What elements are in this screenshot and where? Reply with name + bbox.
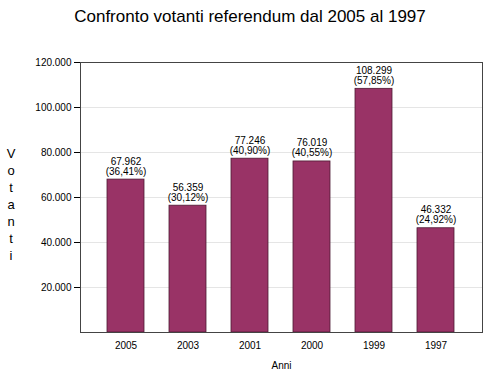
svg-text:Anni: Anni xyxy=(271,360,291,371)
svg-text:2003: 2003 xyxy=(177,340,200,351)
html-text:Confronto votanti referendum d: Confronto votanti referendum dal 2005 al… xyxy=(74,7,426,26)
html-text:n: n xyxy=(7,213,15,229)
svg-text:2000: 2000 xyxy=(301,340,324,351)
svg-text:120.000: 120.000 xyxy=(35,57,72,68)
svg-text:60.000: 60.000 xyxy=(41,192,72,203)
html-text:V: V xyxy=(6,145,16,161)
svg-text:2005: 2005 xyxy=(115,340,138,351)
svg-text:1997: 1997 xyxy=(425,340,448,351)
svg-text:1999: 1999 xyxy=(363,340,386,351)
html-text:t: t xyxy=(9,179,13,195)
html-text:i: i xyxy=(9,247,13,263)
svg-text:108.299(57,85%): 108.299(57,85%) xyxy=(354,65,395,86)
svg-text:100.000: 100.000 xyxy=(35,102,72,113)
svg-text:40.000: 40.000 xyxy=(41,237,72,248)
html-text:o: o xyxy=(7,162,15,178)
svg-text:80.000: 80.000 xyxy=(41,147,72,158)
svg-text:20.000: 20.000 xyxy=(41,282,72,293)
svg-text:76.019(40,55%): 76.019(40,55%) xyxy=(292,137,333,158)
svg-text:77.246(40,90%): 77.246(40,90%) xyxy=(230,135,271,156)
html-text:a: a xyxy=(7,196,15,212)
svg-text:67.962(36,41%): 67.962(36,41%) xyxy=(106,156,147,177)
html-text:t: t xyxy=(9,230,13,246)
svg-text:56.359(30,12%): 56.359(30,12%) xyxy=(168,182,209,203)
svg-text:46.332(24,92%): 46.332(24,92%) xyxy=(416,204,457,225)
svg-text:2001: 2001 xyxy=(239,340,262,351)
